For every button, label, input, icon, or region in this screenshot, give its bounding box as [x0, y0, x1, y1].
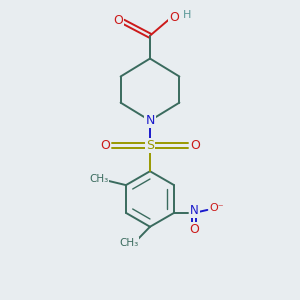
Text: O: O — [190, 139, 200, 152]
Text: O⁻: O⁻ — [209, 202, 224, 213]
Text: O: O — [189, 224, 199, 236]
Text: H: H — [183, 11, 191, 20]
Text: CH₃: CH₃ — [89, 174, 108, 184]
Text: O: O — [100, 139, 110, 152]
Text: N: N — [190, 204, 199, 218]
Text: CH₃: CH₃ — [119, 238, 138, 248]
Text: S: S — [146, 139, 154, 152]
Text: O: O — [169, 11, 179, 24]
Text: O: O — [113, 14, 123, 26]
Text: N: N — [145, 114, 155, 127]
